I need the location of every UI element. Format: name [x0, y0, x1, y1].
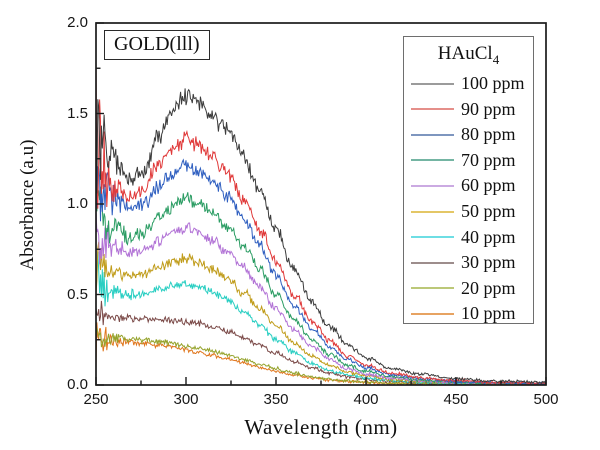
legend-item-30ppm: 30 ppm — [404, 250, 533, 276]
legend-item-80ppm: 80 ppm — [404, 122, 533, 148]
legend-title-subscript: 4 — [492, 51, 500, 67]
legend-label: 80 ppm — [461, 124, 516, 145]
series-line-100ppm — [96, 88, 546, 385]
legend-swatch — [411, 261, 454, 264]
legend-title: HAuCl4 — [404, 43, 533, 68]
series-line-80ppm — [96, 127, 546, 385]
series-curves — [96, 63, 546, 385]
x-tick-label-350: 350 — [263, 391, 289, 408]
x-tick-label-250: 250 — [83, 391, 109, 408]
legend-item-50ppm: 50 ppm — [404, 199, 533, 225]
legend-item-60ppm: 60 ppm — [404, 173, 533, 199]
y-axis-label: Absorbance (a.u) — [17, 139, 38, 271]
legend-item-20ppm: 20 ppm — [404, 276, 533, 302]
series-line-70ppm — [96, 186, 546, 385]
legend-item-40ppm: 40 ppm — [404, 224, 533, 250]
x-tick-label-400: 400 — [353, 391, 379, 408]
legend-swatch — [411, 82, 454, 85]
legend-swatch — [411, 159, 454, 162]
legend-label: 50 ppm — [461, 201, 516, 222]
legend-label: 10 ppm — [461, 303, 516, 324]
legend-label: 100 ppm — [461, 73, 525, 94]
legend-label: 70 ppm — [461, 149, 516, 170]
axis-ticks — [95, 22, 547, 386]
legend-item-10ppm: 10 ppm — [404, 301, 533, 327]
legend-swatch — [411, 108, 454, 111]
legend-item-90ppm: 90 ppm — [404, 96, 533, 122]
legend-label: 20 ppm — [461, 277, 516, 298]
y-tick-label-2.0: 2.0 — [67, 14, 88, 31]
legend-box: HAuCl4 100 ppm 90 ppm 80 ppm 70 ppm 60 ppm 50… — [403, 36, 534, 324]
y-tick-label-1.5: 1.5 — [67, 104, 88, 122]
legend-label: 90 ppm — [461, 98, 516, 119]
y-tick-label-0.5: 0.5 — [67, 285, 88, 303]
legend-label: 40 ppm — [461, 226, 516, 247]
legend-label: 30 ppm — [461, 252, 516, 273]
x-tick-label-500: 500 — [533, 391, 559, 408]
x-tick-label-450: 450 — [443, 391, 469, 408]
legend-swatch — [411, 236, 454, 239]
legend-swatch — [411, 312, 454, 315]
sample-title-badge: GOLD(lll) — [104, 30, 210, 60]
x-tick-label-300: 300 — [173, 391, 199, 408]
legend-label: 60 ppm — [461, 175, 516, 196]
legend-item-100ppm: 100 ppm — [404, 71, 533, 97]
y-tick-label-0.0: 0.0 — [67, 376, 88, 393]
legend-swatch — [411, 287, 454, 290]
legend-items: 100 ppm 90 ppm 80 ppm 70 ppm 60 ppm 50 ppm 40 … — [404, 71, 533, 327]
y-tick-label-1.0: 1.0 — [67, 195, 88, 212]
legend-title-formula: HAuCl — [437, 43, 493, 64]
legend-swatch — [411, 184, 454, 187]
series-line-90ppm — [96, 63, 546, 385]
legend-swatch — [411, 210, 454, 213]
x-axis-label: Wavelength (nm) — [244, 415, 398, 439]
legend-swatch — [411, 133, 454, 136]
legend-item-70ppm: 70 ppm — [404, 148, 533, 174]
